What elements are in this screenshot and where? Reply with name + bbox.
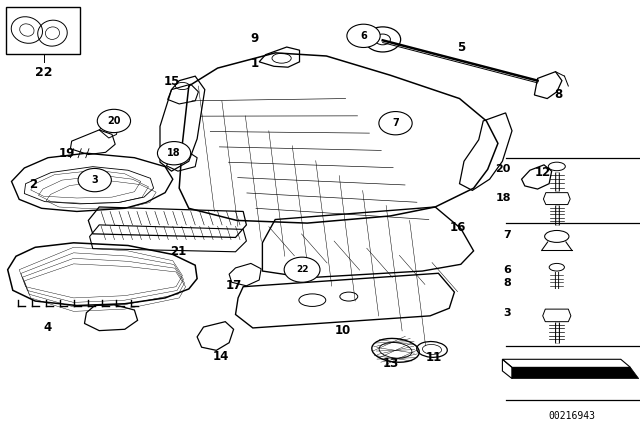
- Circle shape: [157, 142, 191, 165]
- Text: 12: 12: [534, 166, 551, 179]
- Circle shape: [78, 168, 111, 192]
- Text: 8: 8: [554, 87, 562, 101]
- Circle shape: [284, 257, 320, 282]
- Polygon shape: [512, 367, 639, 379]
- Text: 6: 6: [360, 31, 367, 41]
- Text: 3: 3: [503, 308, 511, 318]
- Text: 6: 6: [503, 265, 511, 275]
- Text: 22: 22: [35, 66, 52, 79]
- Text: 4: 4: [44, 321, 52, 335]
- Text: 16: 16: [449, 221, 466, 234]
- Text: 18: 18: [167, 148, 181, 158]
- Text: 11: 11: [426, 351, 442, 364]
- Circle shape: [347, 24, 380, 47]
- Circle shape: [379, 112, 412, 135]
- Text: 9: 9: [251, 31, 259, 45]
- Text: 5: 5: [457, 40, 465, 54]
- Text: 21: 21: [170, 245, 186, 258]
- FancyBboxPatch shape: [6, 7, 80, 54]
- Text: 19: 19: [59, 146, 76, 160]
- Text: 14: 14: [212, 349, 229, 363]
- Text: 13: 13: [382, 357, 399, 370]
- Text: 8: 8: [503, 278, 511, 288]
- Text: 00216943: 00216943: [548, 411, 596, 421]
- Circle shape: [97, 109, 131, 133]
- Text: 20: 20: [495, 164, 511, 174]
- Text: 17: 17: [225, 279, 242, 293]
- Text: 20: 20: [107, 116, 121, 126]
- Text: 22: 22: [296, 265, 308, 274]
- Text: 10: 10: [334, 324, 351, 337]
- Text: 2: 2: [29, 178, 37, 191]
- Text: 1: 1: [251, 57, 259, 70]
- Text: 7: 7: [392, 118, 399, 128]
- Text: 3: 3: [92, 175, 98, 185]
- Text: 18: 18: [495, 193, 511, 203]
- Text: 15: 15: [163, 75, 180, 88]
- Text: 7: 7: [503, 230, 511, 240]
